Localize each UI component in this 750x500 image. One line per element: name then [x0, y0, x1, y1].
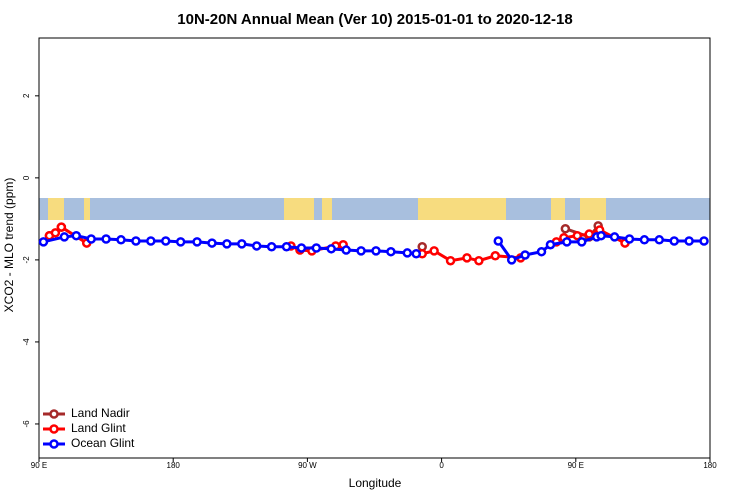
point [654, 235, 665, 245]
point [429, 246, 439, 256]
y-tick-label: -2 [22, 256, 31, 264]
ocean [39, 198, 710, 220]
legend-label: Land Glint [71, 421, 126, 435]
legend-marker [49, 409, 59, 419]
legend-marker [49, 424, 59, 434]
x-tick-label: 180 [167, 461, 181, 470]
point [584, 229, 594, 239]
point [462, 253, 472, 263]
point [624, 234, 635, 244]
point [356, 246, 366, 256]
point [207, 238, 217, 248]
x-tick-label: 90 E [568, 461, 584, 470]
land [580, 198, 606, 220]
point [560, 223, 571, 234]
point [371, 246, 381, 256]
point [311, 243, 322, 253]
x-tick-label: 0 [439, 461, 444, 470]
y-tick-label: -6 [22, 420, 31, 428]
x-tick-label: 90 E [31, 461, 47, 470]
point [296, 243, 307, 253]
point [326, 244, 337, 254]
chart-title: 10N-20N Annual Mean (Ver 10) 2015-01-01 … [177, 11, 572, 28]
point [684, 236, 694, 246]
land [322, 198, 332, 220]
point [131, 236, 141, 246]
point [160, 236, 171, 246]
point [175, 237, 186, 247]
legend-label: Land Nadir [71, 406, 130, 420]
point [445, 255, 456, 266]
point [222, 239, 232, 249]
point [474, 255, 484, 266]
point [281, 242, 292, 252]
point [192, 237, 202, 247]
point [490, 251, 501, 261]
point [545, 239, 556, 250]
point [59, 232, 70, 242]
point [116, 235, 126, 245]
legend-marker [49, 439, 59, 449]
point [699, 236, 709, 246]
y-tick-label: -4 [22, 338, 31, 346]
point [56, 222, 67, 232]
point [493, 236, 504, 246]
point [86, 234, 96, 244]
plot-frame [38, 37, 711, 459]
point [50, 228, 61, 238]
point [596, 230, 606, 241]
x-tick-label: 180 [703, 461, 717, 470]
point [251, 241, 262, 251]
point [386, 246, 396, 257]
point [237, 239, 247, 249]
land [284, 198, 314, 220]
y-axis-label: XCO2 - MLO trend (ppm) [2, 178, 16, 313]
point [536, 246, 547, 257]
legend-label: Ocean Glint [71, 436, 135, 450]
land [418, 198, 506, 220]
point [562, 237, 572, 247]
point [520, 250, 530, 260]
land [84, 198, 90, 220]
point [609, 232, 620, 242]
point [639, 235, 650, 245]
y-tick-label: 0 [22, 175, 31, 180]
point [101, 234, 111, 244]
map-strip [39, 198, 710, 220]
point [669, 236, 679, 246]
point [411, 248, 422, 259]
point [577, 237, 587, 247]
point [572, 230, 583, 241]
series-line [48, 224, 600, 239]
land [48, 198, 64, 220]
point [402, 248, 413, 258]
land [551, 198, 565, 220]
point [506, 255, 517, 265]
point [146, 236, 156, 246]
x-tick-label: 90 W [298, 461, 317, 470]
x-axis-label: Longitude [349, 476, 402, 490]
point [71, 230, 82, 241]
y-tick-label: 2 [22, 93, 31, 98]
point [266, 242, 277, 252]
point [38, 237, 49, 247]
point [341, 245, 351, 255]
